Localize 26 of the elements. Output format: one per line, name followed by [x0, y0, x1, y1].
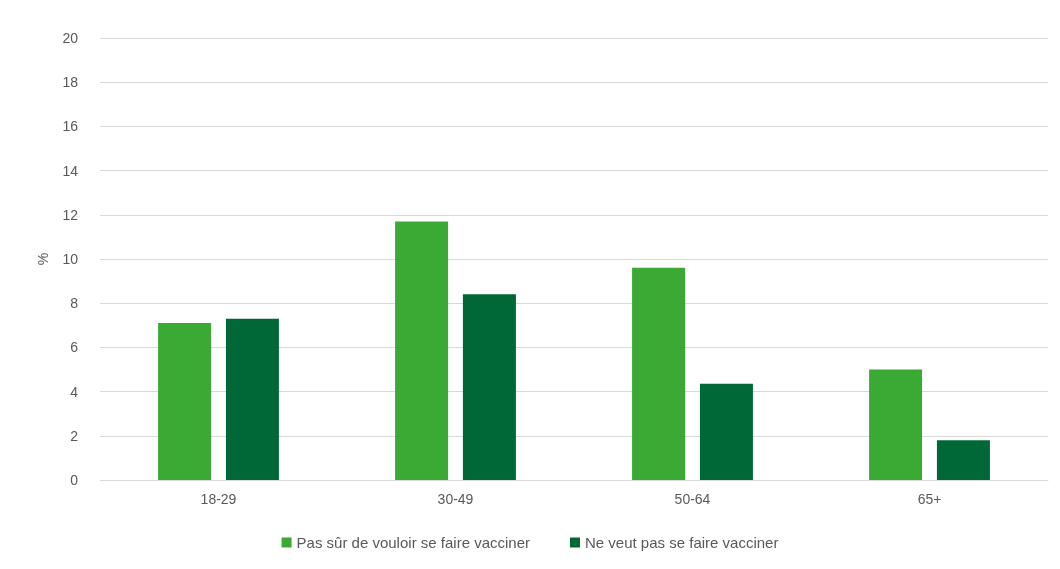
- y-tick-label: 12: [62, 206, 79, 223]
- y-tick-label: 20: [62, 30, 79, 46]
- y-tick-label: 10: [62, 251, 79, 267]
- bar: [225, 318, 279, 480]
- bar: [632, 267, 686, 480]
- y-tick-label: 16: [62, 118, 79, 135]
- x-tick-label: 65+: [917, 491, 942, 507]
- y-tick-label: 4: [70, 383, 79, 400]
- y-tick-label: 18: [62, 74, 79, 91]
- bar: [395, 221, 449, 480]
- y-tick-label: 6: [70, 339, 79, 356]
- y-tick-label: 2: [70, 427, 79, 444]
- y-axis-title: %: [35, 252, 51, 266]
- x-tick-label: 30-49: [437, 491, 474, 507]
- legend-label: Pas sûr de vouloir se faire vacciner: [296, 534, 531, 551]
- x-tick-label: 18-29: [200, 491, 237, 507]
- bar: [936, 440, 990, 480]
- bar: [699, 383, 753, 480]
- y-tick-label: 8: [70, 295, 79, 312]
- y-tick-label: 0: [70, 472, 79, 488]
- bar: [869, 369, 923, 480]
- y-tick-label: 14: [62, 162, 79, 179]
- bar: [158, 323, 212, 480]
- legend-label: Ne veut pas se faire vacciner: [585, 534, 779, 551]
- bar: [462, 294, 516, 480]
- x-tick-label: 50-64: [674, 491, 711, 507]
